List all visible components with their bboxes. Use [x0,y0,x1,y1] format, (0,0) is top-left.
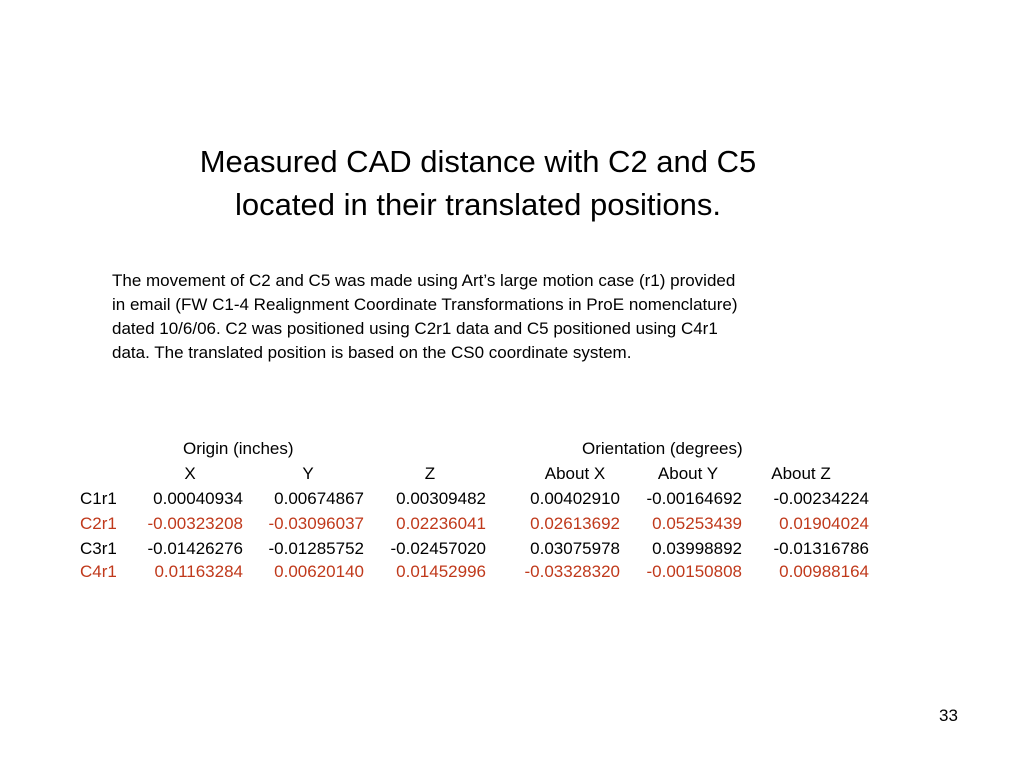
slide-title: Measured CAD distance with C2 and C5 loc… [112,140,844,226]
description-line-1: The movement of C2 and C5 was made using… [112,271,736,290]
row-label: C4r1 [80,562,117,581]
row-label: C2r1 [80,514,117,533]
table-cell: -0.00234224 [773,489,869,508]
table-cell: 0.00309482 [396,489,486,508]
row-label: C3r1 [80,539,117,558]
title-line-1: Measured CAD distance with C2 and C5 [199,144,757,179]
table-cell: 0.00040934 [153,489,243,508]
table-cell: 0.02613692 [530,514,620,533]
table-cell: -0.01285752 [268,539,364,558]
table-cell: -0.03096037 [268,514,364,533]
slide-number: 33 [939,706,958,725]
table-cell: 0.00402910 [530,489,620,508]
table-cell: -0.00164692 [646,489,742,508]
table-cell: 0.02236041 [396,514,486,533]
table-cell: -0.01316786 [773,539,869,558]
table-cell: -0.01426276 [147,539,243,558]
description-line-3: dated 10/6/06. C2 was positioned using C… [112,319,718,338]
column-header-about-z: About Z [771,464,831,483]
table-cell: 0.05253439 [652,514,742,533]
table-cell: -0.00150808 [646,562,742,581]
column-header-x: X [184,464,196,483]
table-cell: 0.00620140 [274,562,364,581]
description-line-2: in email (FW C1-4 Realignment Coordinate… [112,295,738,314]
title-line-2: located in their translated positions. [235,187,721,222]
column-header-about-y: About Y [657,464,719,483]
table-cell: 0.01452996 [396,562,486,581]
table-cell: -0.03328320 [524,562,620,581]
table-cell: -0.02457020 [390,539,486,558]
column-header-z: Z [424,464,436,483]
orientation-group-header: Orientation (degrees) [582,439,743,458]
table-cell: 0.00674867 [274,489,364,508]
column-header-y: Y [302,464,314,483]
origin-group-header: Origin (inches) [183,439,294,458]
description-paragraph: The movement of C2 and C5 was made using… [112,269,892,365]
column-header-about-x: About X [544,464,606,483]
table-cell: -0.00323208 [147,514,243,533]
table-cell: 0.03998892 [652,539,742,558]
table-cell: 0.01163284 [154,562,243,581]
description-line-4: data. The translated position is based o… [112,343,632,362]
table-cell: 0.03075978 [530,539,620,558]
row-label: C1r1 [80,489,117,508]
table-cell: 0.00988164 [779,562,869,581]
table-cell: 0.01904024 [779,514,869,533]
